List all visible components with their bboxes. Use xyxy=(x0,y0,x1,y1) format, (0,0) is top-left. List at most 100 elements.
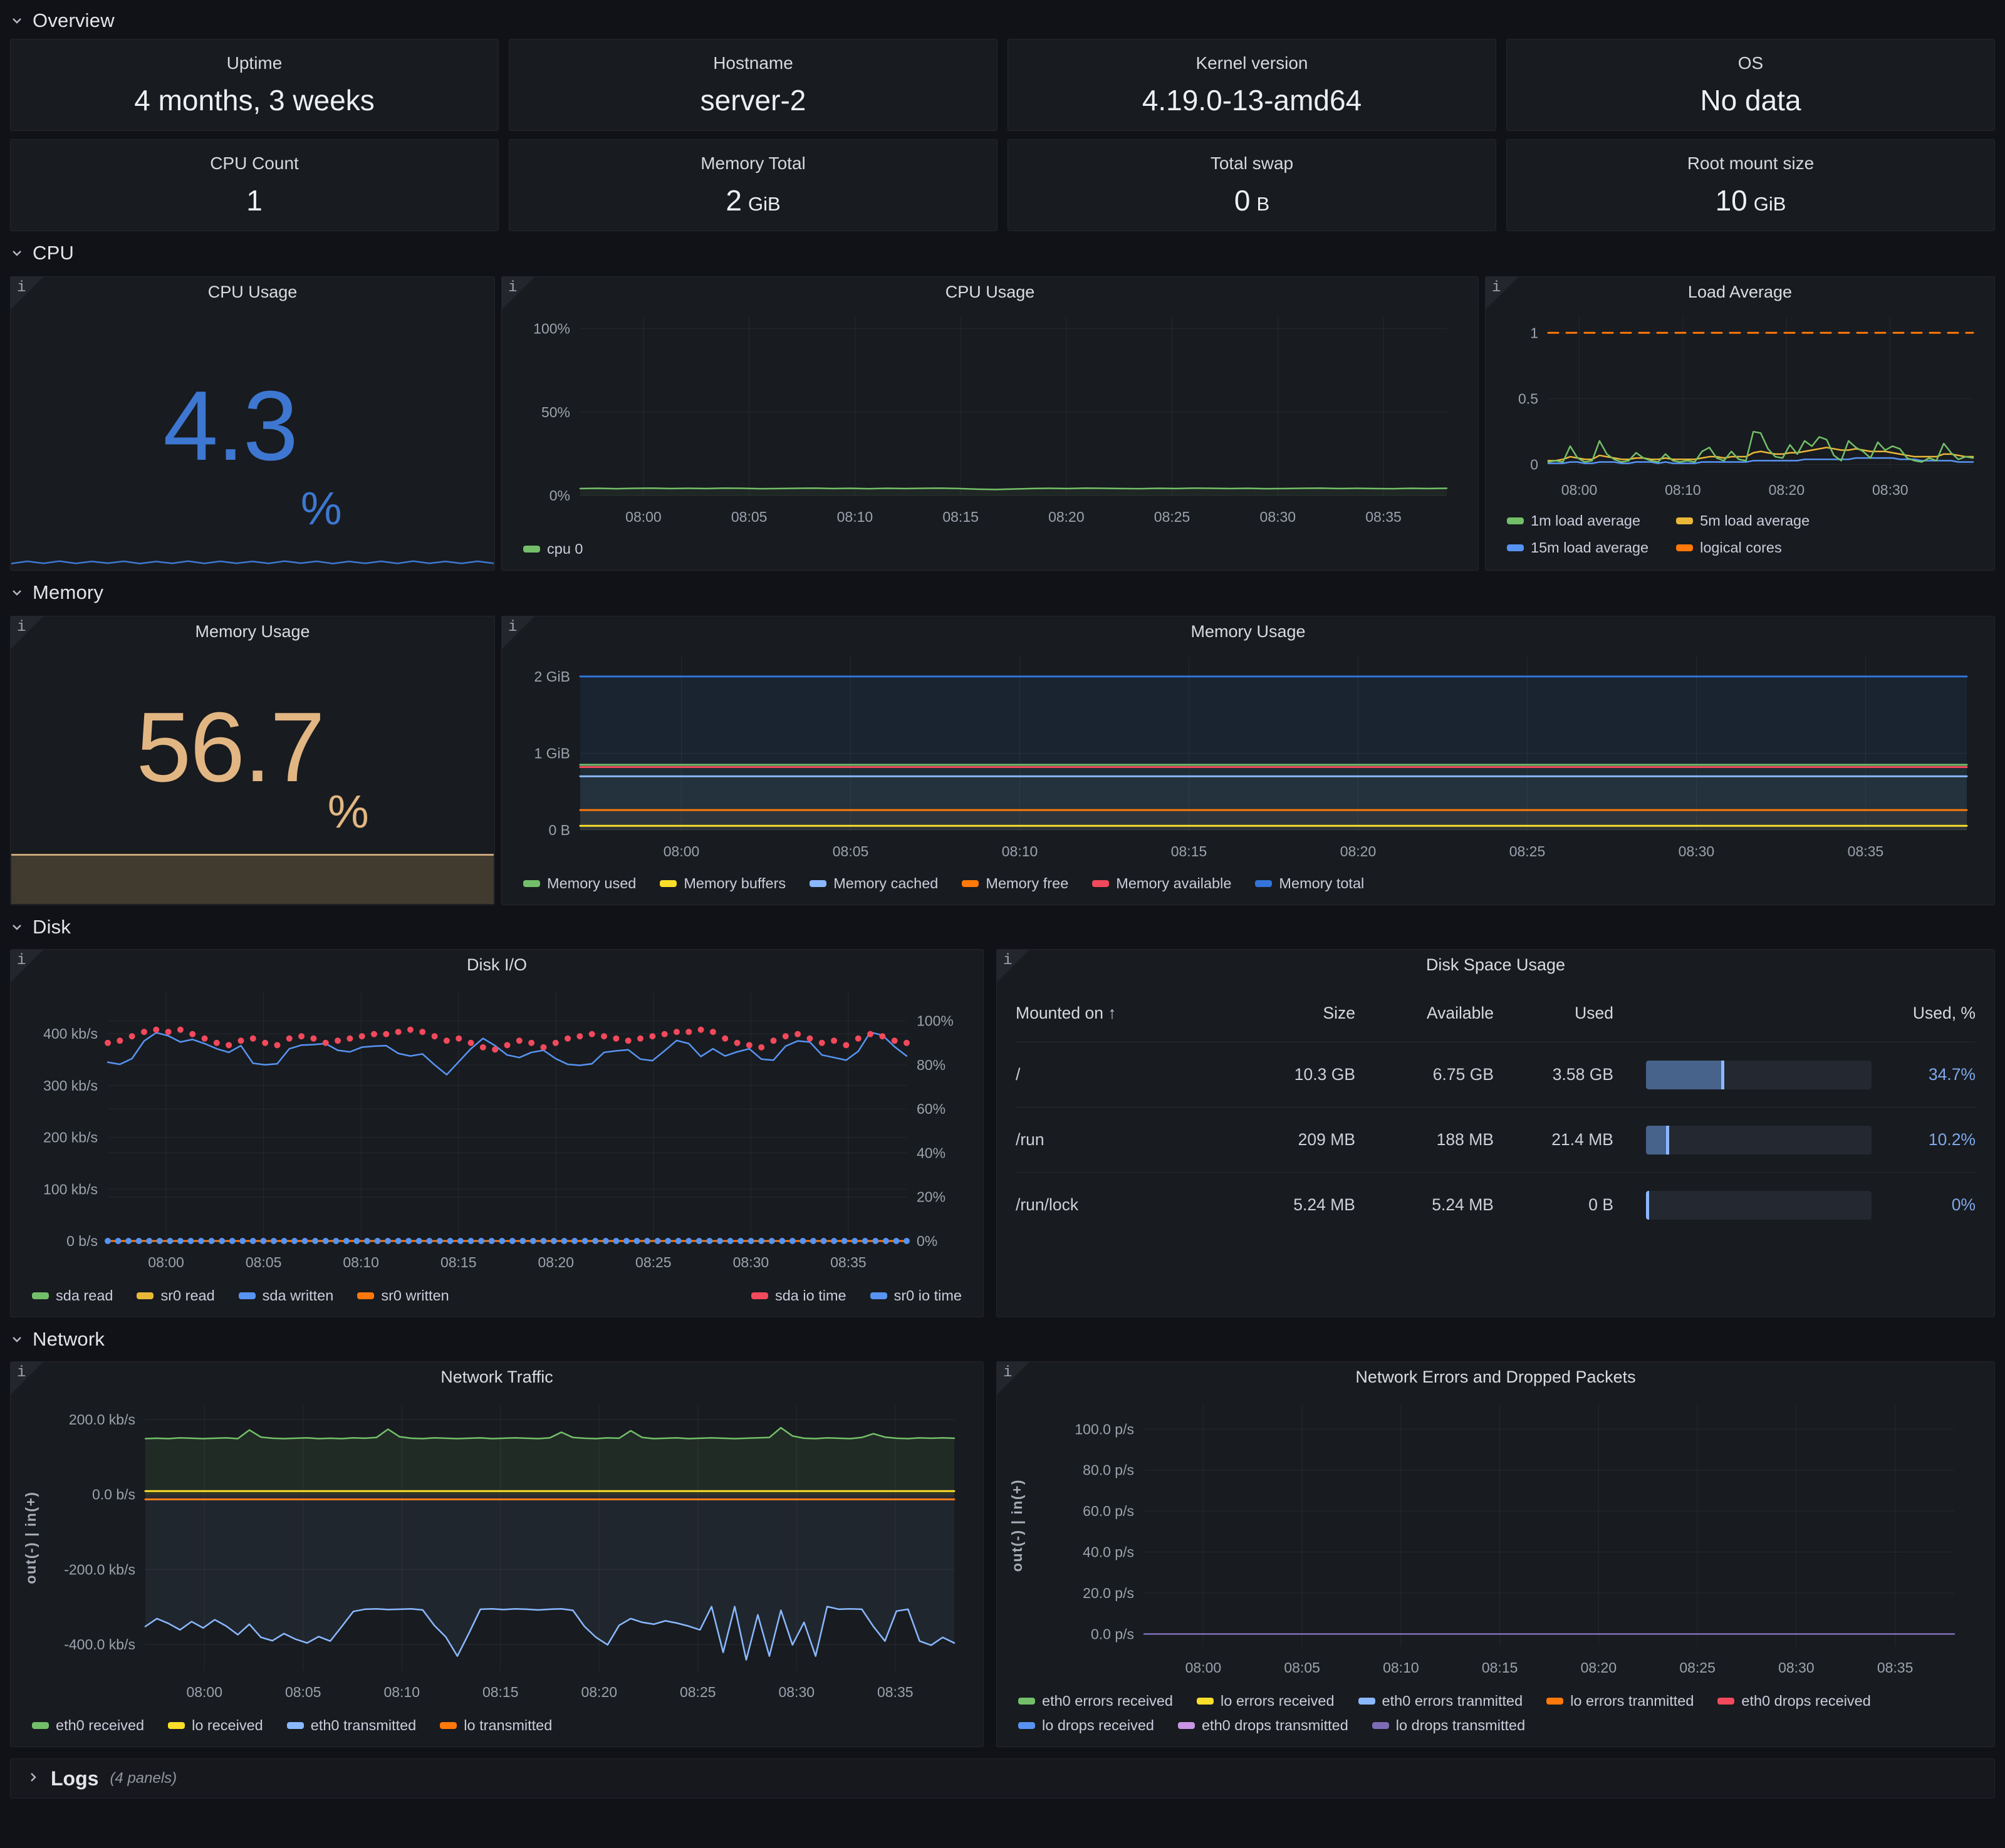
legend-item[interactable]: cpu 0 xyxy=(523,541,583,558)
legend-swatch xyxy=(440,1722,457,1729)
stat-tile-cpu-count: CPU Count 1 xyxy=(10,139,499,231)
panel-title[interactable]: Disk I/O xyxy=(466,955,527,974)
panel-title[interactable]: CPU Usage xyxy=(945,282,1035,301)
legend-item[interactable]: lo drops received xyxy=(1018,1717,1154,1734)
panel-title[interactable]: Network Traffic xyxy=(440,1367,553,1386)
legend-item[interactable]: Memory used xyxy=(523,875,636,892)
legend-item[interactable]: Memory cached xyxy=(810,875,938,892)
legend-item[interactable]: Memory free xyxy=(962,875,1068,892)
panel-title[interactable]: Disk Space Usage xyxy=(1425,955,1566,974)
legend-item[interactable]: sda io time xyxy=(751,1287,846,1304)
legend-item[interactable]: Memory buffers xyxy=(660,875,786,892)
tile-title[interactable]: Root mount size xyxy=(1687,153,1815,173)
cell-mount: /run/lock xyxy=(1016,1195,1079,1214)
legend-item[interactable]: eth0 received xyxy=(32,1717,144,1734)
legend-label: sr0 written xyxy=(381,1287,449,1304)
section-header-network[interactable]: Network xyxy=(10,1326,1995,1352)
panel-disk-io: i Disk I/O 08:00 08:05 08:10 08:15 08:20 08:2… xyxy=(10,949,984,1317)
legend-label: Memory buffers xyxy=(684,875,786,891)
panel-cpu-usage-stat: i CPU Usage 4.3% xyxy=(10,276,495,571)
section-header-cpu[interactable]: CPU xyxy=(10,240,1995,266)
cpu-usage-sparkline xyxy=(11,548,494,569)
legend-swatch xyxy=(870,1292,887,1299)
legend-item[interactable]: eth0 drops received xyxy=(1717,1693,1871,1710)
svg-text:08:10: 08:10 xyxy=(1383,1659,1419,1676)
legend-item[interactable]: lo received xyxy=(168,1717,263,1734)
legend-item[interactable]: sr0 io time xyxy=(870,1287,962,1304)
legend-item[interactable]: eth0 errors tranmitted xyxy=(1358,1693,1523,1710)
svg-text:08:35: 08:35 xyxy=(877,1684,914,1700)
legend-label: Memory total xyxy=(1279,875,1365,891)
legend-item[interactable]: lo errors tranmitted xyxy=(1546,1693,1694,1710)
legend-swatch xyxy=(286,1722,304,1729)
tile-title[interactable]: Uptime xyxy=(226,53,283,73)
cell-used: 21.4 MB xyxy=(1551,1130,1613,1149)
svg-text:out(-) | in(+): out(-) | in(+) xyxy=(1009,1479,1025,1572)
legend-swatch xyxy=(1676,517,1694,524)
tile-title[interactable]: Total swap xyxy=(1210,153,1294,173)
panel-title[interactable]: Network Errors and Dropped Packets xyxy=(1355,1367,1636,1386)
svg-text:400 kb/s: 400 kb/s xyxy=(43,1025,98,1042)
legend-item[interactable]: lo transmitted xyxy=(440,1717,552,1734)
network-errors-chart[interactable]: 08:00 08:05 08:10 08:15 08:20 08:25 08:30 08:35… xyxy=(997,1392,1994,1688)
stat-tile-os: OS No data xyxy=(1506,39,1995,131)
legend-label: sda read xyxy=(56,1287,113,1304)
legend-item[interactable]: eth0 errors received xyxy=(1018,1693,1173,1710)
panel-title[interactable]: CPU Usage xyxy=(207,282,298,301)
tile-title[interactable]: Kernel version xyxy=(1195,53,1308,73)
svg-text:0%: 0% xyxy=(917,1233,937,1249)
column-header-mounted-on[interactable]: Mounted on ↑ xyxy=(1016,1004,1117,1022)
section-header-memory[interactable]: Memory xyxy=(10,579,1995,606)
tile-title[interactable]: Hostname xyxy=(713,53,793,73)
tile-value: 4 months, 3 weeks xyxy=(134,83,375,117)
stat-tile-root-mount-size: Root mount size 10 GiB xyxy=(1506,139,1995,231)
legend-swatch xyxy=(1018,1722,1035,1729)
legend-item[interactable]: logical cores xyxy=(1676,539,1810,556)
section-header-logs[interactable]: Logs (4 panels) xyxy=(10,1758,1995,1799)
legend-item[interactable]: sda read xyxy=(32,1287,113,1304)
disk-io-chart[interactable]: 08:00 08:05 08:10 08:15 08:20 08:25 08:30 08:35… xyxy=(11,980,983,1282)
legend-item[interactable]: lo errors received xyxy=(1197,1693,1335,1710)
legend-swatch xyxy=(523,880,540,887)
memory-usage-chart[interactable]: 08:00 08:05 08:10 08:15 08:20 08:25 08:30 08:35… xyxy=(502,646,1994,870)
svg-text:80.0 p/s: 80.0 p/s xyxy=(1083,1462,1134,1478)
column-header-used[interactable]: Used xyxy=(1575,1004,1613,1022)
column-header-size[interactable]: Size xyxy=(1323,1004,1355,1022)
panel-title[interactable]: Memory Usage xyxy=(1190,621,1306,641)
tile-title[interactable]: Memory Total xyxy=(700,153,806,173)
legend-label: 15m load average xyxy=(1531,539,1649,556)
legend-item[interactable]: sda written xyxy=(238,1287,333,1304)
cell-available: 6.75 GB xyxy=(1432,1065,1494,1084)
tile-title[interactable]: CPU Count xyxy=(210,153,299,173)
legend-item[interactable]: eth0 drops transmitted xyxy=(1177,1717,1348,1734)
svg-text:08:05: 08:05 xyxy=(285,1684,321,1700)
cell-size: 209 MB xyxy=(1298,1130,1355,1149)
legend-item[interactable]: 5m load average xyxy=(1676,512,1810,529)
disk-space-table: Mounted on ↑ Size Available Used Used, %… xyxy=(997,980,1994,1317)
legend-item[interactable]: lo drops transmitted xyxy=(1372,1717,1525,1734)
legend-item[interactable]: sr0 read xyxy=(137,1287,215,1304)
column-header-available[interactable]: Available xyxy=(1426,1004,1494,1022)
legend-item[interactable]: eth0 transmitted xyxy=(286,1717,416,1734)
panel-title[interactable]: Load Average xyxy=(1687,282,1793,301)
tile-title[interactable]: OS xyxy=(1737,53,1764,73)
legend-item[interactable]: sr0 written xyxy=(357,1287,449,1304)
tile-value: server-2 xyxy=(700,83,806,117)
sort-arrow: ↑ xyxy=(1108,1004,1117,1022)
section-header-disk[interactable]: Disk xyxy=(10,914,1995,940)
column-header-used-pct[interactable]: Used, % xyxy=(1912,1004,1976,1022)
svg-text:08:00: 08:00 xyxy=(664,843,700,859)
load-average-chart[interactable]: 08:00 08:10 08:20 08:30 0 0.5 1 xyxy=(1486,307,1994,509)
legend-item[interactable]: Memory available xyxy=(1092,875,1231,892)
legend-item[interactable]: Memory total xyxy=(1255,875,1364,892)
section-header-overview[interactable]: Overview xyxy=(10,8,1995,34)
svg-text:08:00: 08:00 xyxy=(186,1684,222,1700)
legend-swatch xyxy=(1546,1698,1564,1705)
panel-title[interactable]: Memory Usage xyxy=(195,621,310,641)
legend-swatch xyxy=(810,880,827,887)
legend-item[interactable]: 1m load average xyxy=(1507,512,1648,529)
legend-item[interactable]: 15m load average xyxy=(1507,539,1648,556)
network-traffic-legend: eth0 received lo received eth0 transmitted… xyxy=(11,1712,983,1747)
cpu-usage-chart[interactable]: 08:00 08:05 08:10 08:15 08:20 08:25 08:30 08:35… xyxy=(502,307,1478,536)
network-traffic-chart[interactable]: 08:00 08:05 08:10 08:15 08:20 08:25 08:30 08:35… xyxy=(11,1392,983,1712)
